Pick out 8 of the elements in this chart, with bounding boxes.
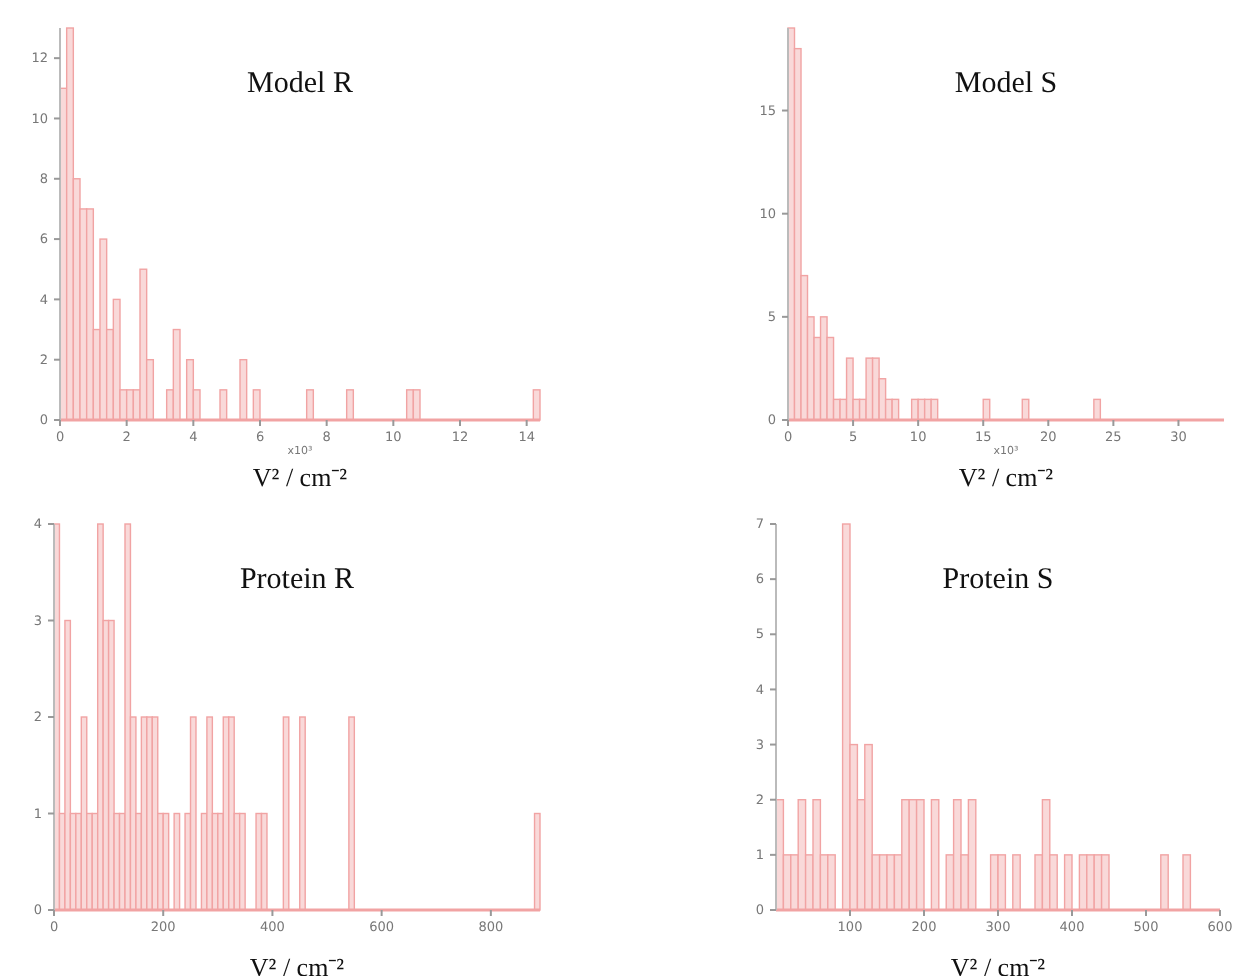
x-axis-title: V² / cm⁻² — [252, 462, 348, 492]
x-axis-title: V² / cm⁻² — [958, 462, 1054, 492]
text: Protein R — [239, 564, 355, 596]
x-axis-title: V² / cm⁻² — [950, 952, 1046, 976]
text: Protein S — [942, 564, 1054, 596]
x-axis-title: V² / cm⁻² — [249, 952, 345, 976]
text: Model S — [954, 68, 1058, 100]
text: Model R — [247, 68, 353, 100]
